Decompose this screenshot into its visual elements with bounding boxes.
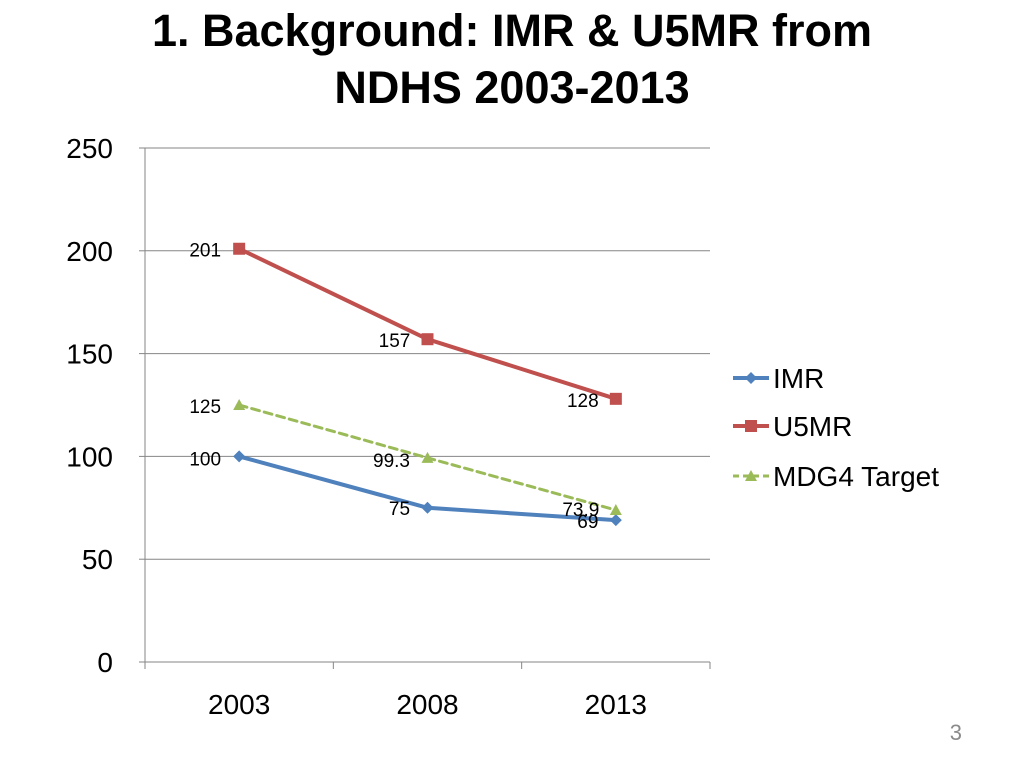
legend-marker [745,372,757,384]
data-label: 125 [189,397,221,418]
y-tick-label: 250 [66,133,113,164]
slide-title-line-2: NDHS 2003-2013 [334,62,690,113]
data-label: 75 [389,499,410,520]
y-tick-label: 150 [66,339,113,370]
data-label: 69 [577,512,598,533]
x-tick-label: 2013 [585,689,647,720]
series-line-u5mr [237,246,618,401]
data-label: 73.9 [562,500,599,521]
slide-title: 1. Background: IMR & U5MR from NDHS 2003… [0,2,1024,116]
legend-label: U5MR [773,411,852,442]
data-point [233,450,246,463]
slide-number: 3 [949,720,962,745]
data-point [421,451,434,463]
data-label: 100 [189,449,221,470]
data-point [609,514,622,527]
data-point [421,501,434,514]
legend-marker [745,420,757,432]
y-tick-label: 200 [66,236,113,267]
data-label: 201 [189,241,221,262]
x-tick-label: 2003 [208,689,270,720]
slide-title-line-1: 1. Background: IMR & U5MR from [151,5,873,56]
data-label: 128 [567,391,599,412]
data-label: 99.3 [373,451,410,472]
y-tick-label: 0 [97,647,113,678]
data-point [609,504,622,516]
y-tick-label: 50 [82,544,113,575]
legend-label: MDG4 Target [773,461,939,492]
y-tick-label: 100 [66,441,113,472]
data-label: 157 [379,331,411,352]
data-point [421,333,434,346]
legend-label: IMR [773,363,824,394]
data-point [233,399,246,410]
data-point [233,242,246,255]
x-tick-label: 2008 [396,689,458,720]
data-point [609,392,622,405]
legend-marker [745,470,757,481]
